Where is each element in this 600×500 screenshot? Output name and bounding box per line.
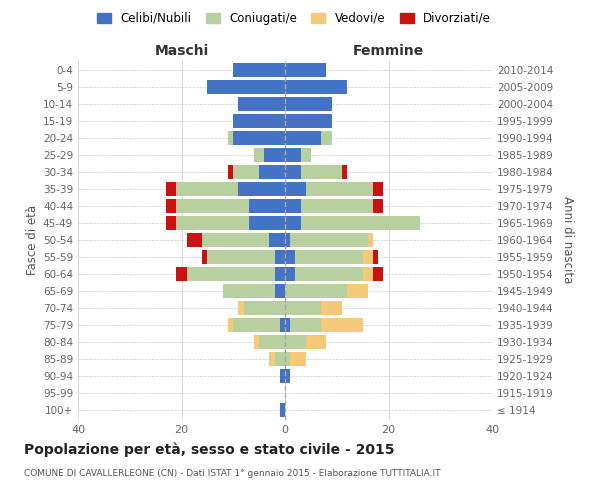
Bar [373,267,383,281]
Bar [228,165,233,179]
Bar [285,301,321,315]
Bar [223,284,275,298]
Bar [321,318,362,332]
Bar [306,182,373,196]
Bar [269,233,285,247]
Bar [187,233,202,247]
Text: Femmine: Femmine [353,44,424,59]
Bar [275,352,285,366]
Bar [295,250,362,264]
Bar [233,63,285,77]
Bar [285,335,306,349]
Bar [249,199,285,213]
Bar [301,165,342,179]
Bar [259,335,285,349]
Text: Maschi: Maschi [154,44,209,59]
Bar [362,250,373,264]
Bar [208,80,285,94]
Bar [275,267,285,281]
Bar [285,369,290,383]
Bar [285,97,332,111]
Bar [269,352,275,366]
Bar [285,352,290,366]
Bar [176,216,249,230]
Bar [244,301,285,315]
Bar [347,284,368,298]
Bar [290,352,306,366]
Bar [202,233,269,247]
Bar [238,97,285,111]
Bar [233,165,259,179]
Bar [301,148,311,162]
Bar [285,148,301,162]
Bar [275,250,285,264]
Y-axis label: Anni di nascita: Anni di nascita [560,196,574,284]
Bar [254,335,259,349]
Legend: Celibi/Nubili, Coniugati/e, Vedovi/e, Divorziati/e: Celibi/Nubili, Coniugati/e, Vedovi/e, Di… [93,8,495,28]
Bar [187,267,275,281]
Bar [208,250,275,264]
Bar [233,114,285,128]
Bar [373,182,383,196]
Bar [285,250,295,264]
Bar [362,267,373,281]
Bar [285,165,301,179]
Bar [202,250,208,264]
Bar [265,148,285,162]
Bar [285,199,301,213]
Bar [321,301,342,315]
Bar [238,301,244,315]
Bar [249,216,285,230]
Text: Popolazione per età, sesso e stato civile - 2015: Popolazione per età, sesso e stato civil… [24,442,395,457]
Bar [373,199,383,213]
Bar [285,267,295,281]
Bar [290,318,321,332]
Bar [295,267,362,281]
Bar [166,199,176,213]
Bar [285,318,290,332]
Bar [228,318,233,332]
Bar [254,148,265,162]
Bar [233,131,285,145]
Y-axis label: Fasce di età: Fasce di età [26,205,39,275]
Bar [342,165,347,179]
Bar [285,114,332,128]
Bar [285,233,290,247]
Bar [285,284,347,298]
Bar [176,267,187,281]
Bar [166,216,176,230]
Bar [233,318,280,332]
Bar [259,165,285,179]
Text: COMUNE DI CAVALLERLEONE (CN) - Dati ISTAT 1° gennaio 2015 - Elaborazione TUTTITA: COMUNE DI CAVALLERLEONE (CN) - Dati ISTA… [24,468,440,477]
Bar [176,182,238,196]
Bar [166,182,176,196]
Bar [228,131,233,145]
Bar [285,182,306,196]
Bar [280,318,285,332]
Bar [306,335,326,349]
Bar [301,216,419,230]
Bar [368,233,373,247]
Bar [176,199,249,213]
Bar [321,131,332,145]
Bar [290,233,368,247]
Bar [285,131,321,145]
Bar [285,63,326,77]
Bar [275,284,285,298]
Bar [285,80,347,94]
Bar [373,250,378,264]
Bar [280,369,285,383]
Bar [280,403,285,417]
Bar [238,182,285,196]
Bar [301,199,373,213]
Bar [285,216,301,230]
